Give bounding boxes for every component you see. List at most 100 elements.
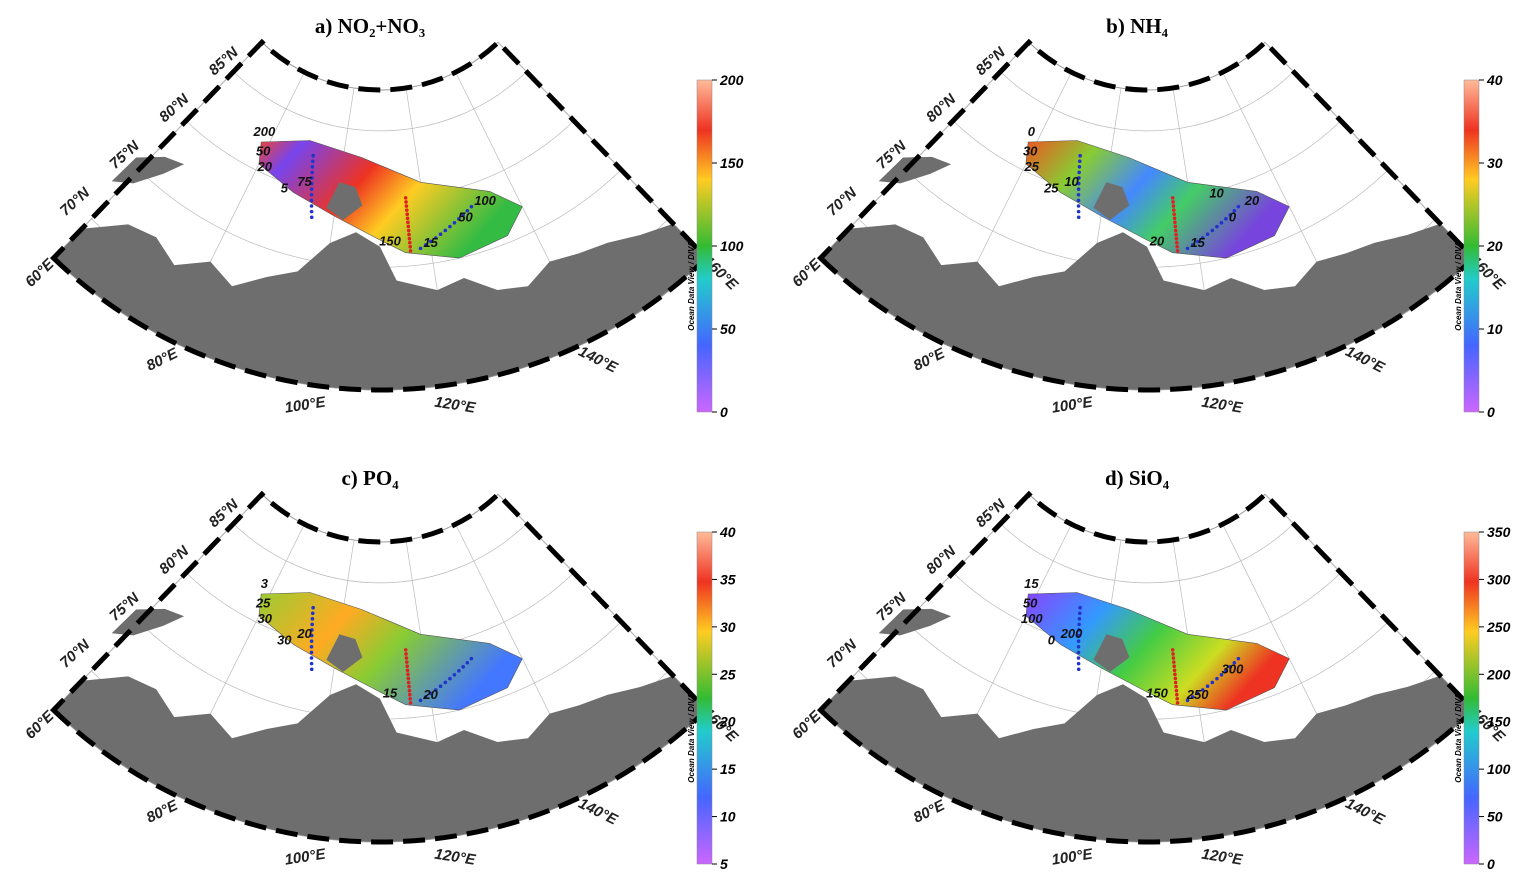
longitude-label: 80°E [144,796,182,826]
contour-label: 200 [253,124,276,139]
station [406,668,410,672]
station [1175,697,1179,701]
colorbar-tick-label: 15 [720,761,736,777]
station [408,241,412,245]
station [419,699,423,703]
station [405,664,409,668]
map-panel: c) PO₄85°N80°N75°N70°N60°E80°E100°E120°E… [22,466,742,872]
station [1175,689,1179,693]
longitude-label: 80°E [911,344,949,374]
station [1174,229,1178,233]
station [408,693,412,697]
station [448,677,452,681]
station [409,701,413,705]
station [1171,200,1175,204]
colorbar-tick-label: 200 [1486,666,1511,682]
station [453,673,457,677]
station [404,200,408,204]
colorbar-tick-label: 100 [1487,761,1511,777]
station [470,205,474,209]
station [461,665,465,669]
colorbar-tick-label: 0 [720,404,728,420]
contour-label: 25 [255,595,271,610]
contour-label: 15 [1024,576,1039,591]
station [1173,673,1177,677]
contour-label: 50 [458,209,473,224]
panel-title: a) NO₂+NO₃ [315,14,425,38]
station [1237,205,1241,209]
longitude-label: 120°E [433,394,477,417]
station [1077,193,1081,197]
contour-label: 0 [1048,632,1056,647]
station [466,661,470,665]
station [405,208,409,212]
contour-label: 10 [1209,185,1224,200]
colorbar-tick-label: 25 [719,666,736,682]
contour-label: 75 [297,174,312,189]
station [311,159,315,163]
station [406,216,410,220]
colorbar-credit: Ocean Data View / DIVA [687,693,696,783]
station [1172,204,1176,208]
station [1077,662,1081,666]
colorbar-tick-label: 100 [720,238,744,254]
contour-label: 25 [1024,159,1040,174]
station [311,611,315,615]
contour-label: 20 [1244,193,1260,208]
station [1078,611,1082,615]
latitude-label: 70°N [824,636,861,672]
station [1174,225,1178,229]
panel-title: d) SiO₄ [1105,466,1170,490]
map-panel: d) SiO₄85°N80°N75°N70°N60°E80°E100°E120°… [789,466,1511,872]
station [310,193,314,197]
station [1175,237,1179,241]
colorbar-tick-label: 150 [1487,714,1511,730]
contour-label: 20 [1149,233,1165,248]
longitude-label: 80°E [144,344,182,374]
colorbar-tick-label: 10 [720,809,736,825]
station [1175,245,1179,249]
station [404,648,408,652]
station [1175,241,1179,245]
station [311,617,315,621]
station [404,652,408,656]
contour-label: 250 [1186,687,1209,702]
station [439,684,443,688]
colorbar-tick-label: 0 [1487,856,1495,872]
contour-label: 0 [1229,209,1237,224]
colorbar-tick-label: 40 [719,524,736,540]
colorbar-tick-label: 150 [720,155,744,171]
station [310,651,314,655]
station [408,237,412,241]
longitude-label: 140°E [1343,795,1388,829]
map-panel: a) NO₂+NO₃85°N80°N75°N70°N60°E80°E100°E1… [22,14,744,420]
station [310,199,314,203]
station [311,606,315,610]
station [1078,154,1082,158]
longitude-label: 120°E [1200,394,1244,417]
station [1078,617,1082,621]
station [453,221,457,225]
longitude-label: 100°E [283,393,327,416]
station [405,204,409,208]
contour-label: 30 [1023,143,1038,158]
station [405,656,409,660]
colorbar-tick-label: 5 [720,856,728,872]
latitude-label: 70°N [824,184,861,220]
colorbar-tick-label: 50 [1487,809,1503,825]
station [1172,660,1176,664]
station [1172,208,1176,212]
station [1078,606,1082,610]
colorbar-credit: Ocean Data View / DIVA [687,241,696,331]
station [1174,685,1178,689]
colorbar-tick-label: 50 [720,321,736,337]
station [408,689,412,693]
longitude-label: 100°E [1050,845,1094,868]
latitude-label: 70°N [57,636,94,672]
colorbar-tick-label: 35 [720,571,736,587]
panel-title: c) PO₄ [341,466,399,490]
station [1172,656,1176,660]
station [407,681,411,685]
station [1224,217,1228,221]
